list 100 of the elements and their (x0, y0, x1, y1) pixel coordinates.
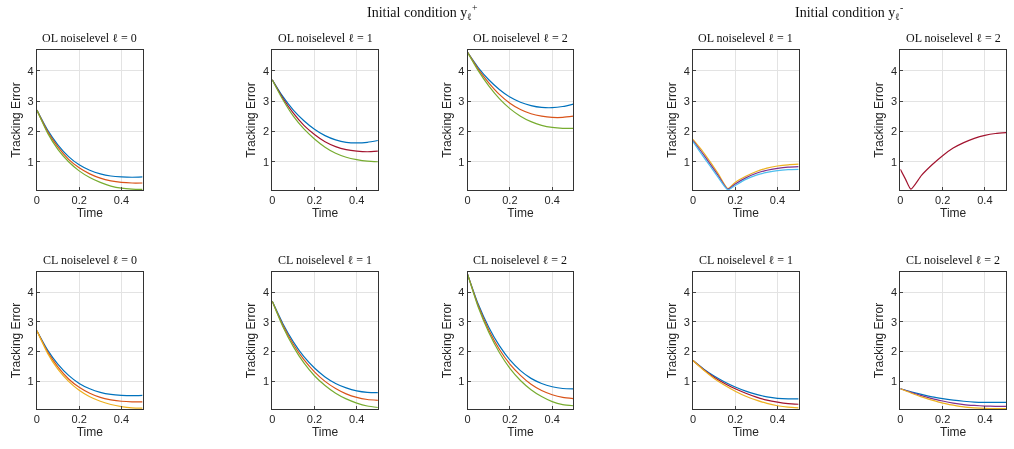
y-tick-label: 2 (27, 345, 34, 358)
y-tick-label: 3 (891, 94, 898, 107)
y-tick-label: 2 (458, 345, 465, 358)
y-axis-title: Tracking Error (439, 82, 454, 158)
y-axis-title: Tracking Error (8, 82, 23, 158)
y-axis-title: Tracking Error (244, 82, 259, 158)
x-tick-label: 0 (33, 194, 40, 207)
y-tick-label: 4 (27, 64, 34, 77)
y-tick-label: 4 (891, 64, 898, 77)
y-tick-label: 1 (262, 155, 269, 168)
y-tick-label: 2 (27, 125, 34, 138)
y-tick-label: 3 (458, 94, 465, 107)
x-tick-label: 0.4 (769, 194, 786, 207)
y-tick-label: 2 (683, 125, 690, 138)
y-tick-label: 2 (683, 345, 690, 358)
x-tick-label: 0.4 (977, 413, 993, 426)
y-tick-label: 1 (262, 375, 269, 388)
y-tick-label: 4 (262, 64, 269, 77)
y-axis-title: Tracking Error (439, 302, 454, 379)
y-tick-label: 1 (458, 375, 465, 388)
y-tick-label: 4 (262, 286, 269, 299)
y-tick-label: 1 (458, 155, 465, 168)
y-tick-label: 4 (458, 286, 465, 299)
chart-title: CL noiselevel ℓ = 0 (43, 253, 138, 267)
y-tick-label: 4 (27, 286, 34, 299)
y-axis-title: Tracking Error (664, 82, 679, 158)
x-axis-title: Time (311, 425, 339, 440)
x-tick-label: 0 (33, 413, 40, 426)
x-tick-label: 0 (464, 413, 471, 426)
y-tick-label: 1 (27, 155, 34, 168)
x-tick-label: 0.4 (113, 413, 130, 426)
y-axis-title: Tracking Error (872, 82, 887, 158)
y-tick-label: 3 (27, 94, 34, 107)
y-tick-label: 1 (891, 155, 898, 168)
x-tick-label: 0 (269, 413, 276, 426)
chart-title: OL noiselevel ℓ = 2 (473, 31, 568, 45)
y-axis-title: Tracking Error (8, 302, 23, 379)
x-tick-label: 0.2 (71, 194, 87, 207)
x-axis-title: Time (507, 206, 534, 221)
x-tick-label: 0.2 (71, 413, 87, 426)
y-tick-label: 2 (262, 345, 269, 358)
y-tick-label: 3 (891, 315, 898, 328)
y-tick-label: 4 (891, 286, 898, 299)
x-axis-title: Time (940, 206, 967, 221)
y-tick-label: 3 (27, 315, 34, 328)
x-axis-title: Time (76, 206, 104, 221)
chart-title: CL noiselevel ℓ = 1 (278, 253, 373, 267)
x-tick-label: 0.4 (349, 413, 365, 426)
x-axis-title: Time (732, 425, 760, 440)
x-tick-label: 0.2 (934, 413, 951, 426)
y-axis-title: Tracking Error (872, 302, 887, 379)
x-tick-label: 0.2 (727, 413, 743, 426)
x-tick-label: 0.4 (977, 194, 993, 207)
x-tick-label: 0 (269, 194, 276, 207)
y-tick-label: 3 (262, 315, 269, 328)
x-tick-label: 0.4 (113, 194, 130, 207)
y-tick-label: 4 (683, 286, 690, 299)
y-tick-label: 4 (683, 64, 690, 77)
x-tick-label: 0.2 (306, 413, 323, 426)
y-tick-label: 2 (458, 125, 465, 138)
chart-title: OL noiselevel ℓ = 1 (278, 31, 373, 45)
y-tick-label: 3 (458, 315, 465, 328)
y-tick-label: 1 (27, 375, 34, 388)
chart-title: OL noiselevel ℓ = 0 (42, 31, 137, 45)
chart-title: CL noiselevel ℓ = 2 (906, 253, 1001, 267)
chart-title: CL noiselevel ℓ = 2 (473, 253, 568, 267)
x-tick-label: 0.2 (934, 194, 951, 207)
chart-title: OL noiselevel ℓ = 1 (698, 31, 793, 45)
chart-title: CL noiselevel ℓ = 1 (699, 253, 794, 267)
x-axis-title: Time (507, 425, 534, 440)
x-axis-title: Time (311, 206, 339, 221)
y-tick-label: 1 (683, 375, 690, 388)
x-axis-title: Time (732, 206, 760, 221)
y-tick-label: 4 (458, 64, 465, 77)
y-axis-title: Tracking Error (664, 302, 679, 379)
x-tick-label: 0.2 (727, 194, 743, 207)
y-tick-label: 3 (262, 94, 269, 107)
x-tick-label: 0 (897, 413, 904, 426)
y-tick-label: 3 (683, 94, 690, 107)
y-axis-title: Tracking Error (244, 302, 259, 379)
x-tick-label: 0.2 (306, 194, 323, 207)
x-tick-label: 0 (464, 194, 471, 207)
chart-title: OL noiselevel ℓ = 2 (906, 31, 1001, 45)
x-axis-title: Time (76, 425, 104, 440)
y-tick-label: 2 (891, 125, 898, 138)
x-tick-label: 0 (689, 413, 697, 426)
x-tick-label: 0.2 (502, 413, 518, 426)
x-tick-label: 0.4 (544, 413, 560, 426)
y-tick-label: 3 (683, 315, 690, 328)
x-tick-label: 0.2 (502, 194, 518, 207)
line-series (900, 132, 1007, 190)
y-tick-label: 2 (262, 125, 269, 138)
y-tick-label: 1 (891, 375, 898, 388)
y-tick-label: 1 (683, 155, 690, 168)
x-tick-label: 0 (689, 194, 697, 207)
x-tick-label: 0.4 (349, 194, 365, 207)
x-tick-label: 0.4 (544, 194, 560, 207)
x-axis-title: Time (940, 425, 967, 440)
x-tick-label: 0 (897, 194, 904, 207)
x-tick-label: 0.4 (769, 413, 786, 426)
